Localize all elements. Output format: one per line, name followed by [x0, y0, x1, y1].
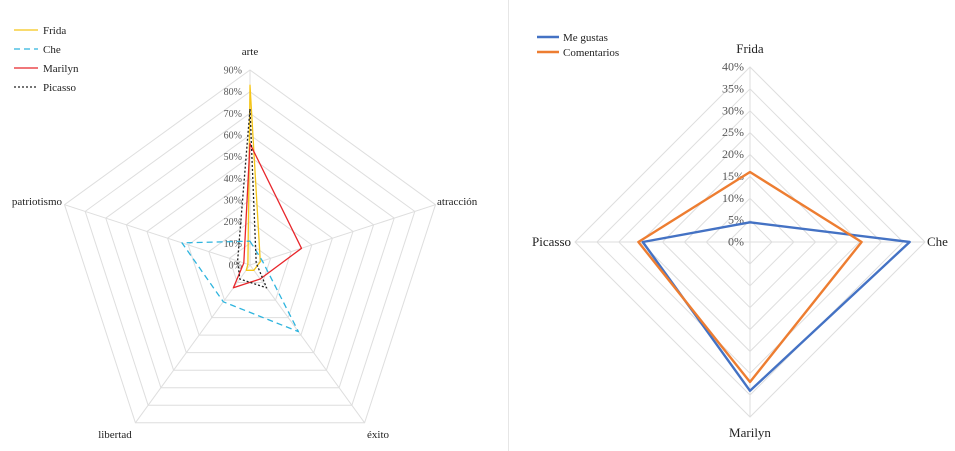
legend: Frida Che Marilyn Picasso: [14, 25, 79, 94]
tick-label: 35%: [722, 81, 744, 95]
legend-label: Marilyn: [43, 63, 79, 75]
tick-label: 90%: [224, 66, 242, 77]
axis-label: Che: [927, 234, 948, 249]
legend-label: Frida: [43, 25, 66, 37]
tick-label: 60%: [224, 131, 242, 142]
axis-label: arte: [242, 46, 259, 58]
grid-spoke: [135, 265, 250, 423]
axis-label: patriotismo: [12, 196, 63, 208]
axis-label: libertad: [98, 429, 132, 441]
radar-chart-traits: 0%10%20%30%40%50%60%70%80%90%arteatracci…: [0, 0, 508, 451]
radar-chart-engagement: 0%5%10%15%20%25%30%35%40%FridaCheMarilyn…: [509, 0, 955, 451]
legend-label: Comentarios: [563, 47, 619, 59]
tick-label: 40%: [224, 174, 242, 185]
axis-label: atracción: [437, 196, 478, 208]
axis-label: éxito: [367, 429, 389, 441]
tick-label: 80%: [224, 87, 242, 98]
radar-grid: [575, 67, 925, 417]
tick-label: 25%: [722, 125, 744, 139]
axis-label: Picasso: [532, 234, 571, 249]
axis-label: Frida: [736, 41, 764, 56]
tick-label: 40%: [722, 60, 744, 74]
legend-label: Che: [43, 44, 61, 56]
tick-label: 30%: [722, 103, 744, 117]
tick-label: 30%: [224, 196, 242, 207]
tick-label: 50%: [224, 152, 242, 163]
tick-label: 10%: [722, 191, 744, 205]
grid-spoke: [250, 265, 365, 423]
legend: Me gustas Comentarios: [537, 32, 619, 59]
tick-label: 70%: [224, 109, 242, 120]
tick-label: 15%: [722, 169, 744, 183]
tick-label: 0%: [728, 235, 744, 249]
axis-label: Marilyn: [729, 425, 771, 440]
tick-label: 20%: [224, 217, 242, 228]
legend-label: Me gustas: [563, 32, 608, 44]
legend-label: Picasso: [43, 82, 77, 94]
tick-label: 0%: [229, 261, 242, 272]
tick-label: 20%: [722, 147, 744, 161]
